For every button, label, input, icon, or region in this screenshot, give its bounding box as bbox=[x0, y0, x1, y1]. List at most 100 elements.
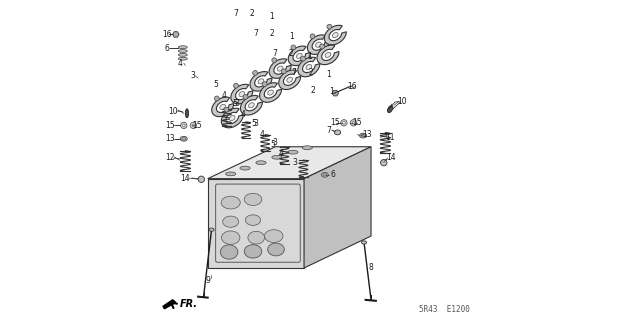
Text: 7: 7 bbox=[326, 126, 332, 135]
Ellipse shape bbox=[360, 133, 367, 138]
Ellipse shape bbox=[244, 245, 262, 258]
Circle shape bbox=[198, 176, 205, 182]
Polygon shape bbox=[278, 70, 301, 90]
Ellipse shape bbox=[225, 172, 236, 176]
Polygon shape bbox=[304, 147, 371, 268]
Text: 3: 3 bbox=[254, 119, 259, 128]
Circle shape bbox=[352, 122, 355, 124]
Ellipse shape bbox=[288, 150, 298, 154]
Ellipse shape bbox=[221, 196, 240, 209]
Text: 16: 16 bbox=[162, 30, 172, 39]
Ellipse shape bbox=[321, 172, 328, 177]
Ellipse shape bbox=[186, 109, 189, 118]
Ellipse shape bbox=[179, 50, 188, 53]
Text: 14: 14 bbox=[386, 153, 396, 162]
Ellipse shape bbox=[387, 106, 393, 113]
Polygon shape bbox=[250, 71, 272, 91]
Ellipse shape bbox=[325, 52, 331, 57]
Circle shape bbox=[214, 96, 220, 101]
Ellipse shape bbox=[209, 228, 214, 231]
Polygon shape bbox=[221, 108, 243, 128]
Circle shape bbox=[180, 122, 187, 129]
Text: 2: 2 bbox=[249, 9, 254, 18]
Text: 4: 4 bbox=[178, 59, 182, 68]
Circle shape bbox=[253, 70, 257, 75]
Polygon shape bbox=[208, 147, 371, 179]
Circle shape bbox=[224, 107, 229, 112]
Ellipse shape bbox=[264, 230, 283, 242]
Text: 2: 2 bbox=[310, 86, 316, 95]
Text: 1: 1 bbox=[329, 87, 333, 96]
Polygon shape bbox=[298, 57, 320, 77]
Circle shape bbox=[381, 160, 387, 166]
Text: 15: 15 bbox=[165, 121, 175, 130]
Text: 7: 7 bbox=[291, 68, 296, 77]
Text: 5: 5 bbox=[252, 119, 256, 128]
Ellipse shape bbox=[248, 103, 254, 108]
Text: 8: 8 bbox=[368, 263, 372, 272]
Text: 15: 15 bbox=[352, 118, 362, 127]
Ellipse shape bbox=[182, 137, 186, 140]
Ellipse shape bbox=[179, 46, 188, 48]
Ellipse shape bbox=[248, 231, 264, 244]
Ellipse shape bbox=[221, 231, 240, 244]
Text: 10: 10 bbox=[397, 97, 407, 106]
Ellipse shape bbox=[316, 42, 321, 47]
Circle shape bbox=[340, 120, 347, 126]
Ellipse shape bbox=[220, 245, 238, 259]
Ellipse shape bbox=[229, 115, 235, 121]
Text: 2: 2 bbox=[289, 49, 294, 58]
Ellipse shape bbox=[323, 174, 326, 176]
Circle shape bbox=[310, 34, 315, 39]
Text: 12: 12 bbox=[165, 153, 175, 162]
Text: 5R43  E1200: 5R43 E1200 bbox=[419, 305, 470, 314]
Text: 15: 15 bbox=[330, 118, 340, 127]
Ellipse shape bbox=[332, 33, 338, 38]
Ellipse shape bbox=[244, 193, 262, 205]
Circle shape bbox=[301, 56, 305, 61]
Polygon shape bbox=[212, 97, 234, 117]
Ellipse shape bbox=[302, 146, 312, 150]
Ellipse shape bbox=[180, 137, 188, 141]
Circle shape bbox=[342, 122, 345, 124]
Text: 5: 5 bbox=[213, 80, 218, 89]
Circle shape bbox=[182, 124, 185, 127]
Text: 6: 6 bbox=[164, 44, 170, 53]
Text: 2: 2 bbox=[269, 29, 274, 38]
Text: 14: 14 bbox=[180, 174, 190, 182]
Text: FR.: FR. bbox=[180, 299, 198, 309]
Ellipse shape bbox=[256, 161, 266, 165]
Circle shape bbox=[282, 69, 286, 74]
Circle shape bbox=[291, 45, 296, 50]
Circle shape bbox=[350, 120, 356, 126]
Ellipse shape bbox=[272, 155, 282, 159]
Ellipse shape bbox=[245, 215, 260, 225]
Circle shape bbox=[192, 124, 195, 127]
Circle shape bbox=[320, 44, 324, 49]
Ellipse shape bbox=[240, 166, 250, 170]
Polygon shape bbox=[288, 46, 310, 66]
Text: 11: 11 bbox=[385, 133, 395, 142]
Ellipse shape bbox=[223, 216, 239, 227]
Ellipse shape bbox=[306, 64, 312, 70]
Polygon shape bbox=[208, 179, 304, 268]
Text: 3: 3 bbox=[235, 99, 239, 108]
Text: 13: 13 bbox=[362, 130, 372, 139]
Ellipse shape bbox=[361, 134, 365, 137]
Text: 13: 13 bbox=[165, 134, 175, 143]
Text: 2: 2 bbox=[308, 68, 313, 77]
Text: 4: 4 bbox=[259, 130, 264, 139]
Polygon shape bbox=[241, 95, 262, 115]
Circle shape bbox=[262, 82, 267, 86]
Ellipse shape bbox=[179, 54, 188, 56]
Text: 1: 1 bbox=[289, 32, 294, 41]
Polygon shape bbox=[324, 25, 346, 45]
Polygon shape bbox=[332, 90, 339, 96]
Polygon shape bbox=[163, 300, 176, 309]
Text: 1: 1 bbox=[307, 52, 312, 61]
Polygon shape bbox=[307, 35, 330, 55]
Text: 5: 5 bbox=[232, 99, 237, 108]
Ellipse shape bbox=[277, 66, 283, 71]
Text: 1: 1 bbox=[326, 70, 332, 79]
Ellipse shape bbox=[296, 53, 302, 58]
